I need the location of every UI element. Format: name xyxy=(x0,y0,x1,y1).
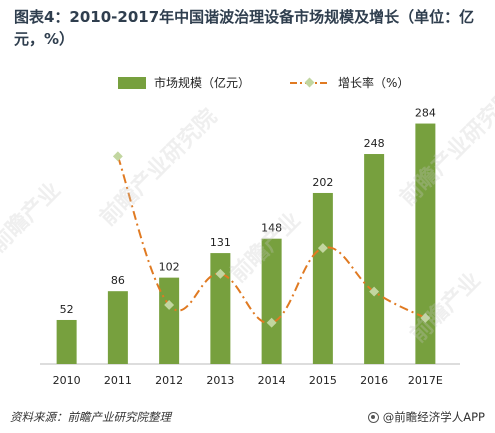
legend-bar-label: 市场规模（亿元） xyxy=(154,76,251,90)
growth-rate-point xyxy=(420,313,431,323)
x-tick-label: 2015 xyxy=(309,374,337,387)
data-label: 148 xyxy=(261,222,282,235)
legend-item-line: 增长率（%） xyxy=(290,74,409,91)
bar xyxy=(159,277,180,364)
x-tick-label: 2012 xyxy=(155,374,183,387)
legend-bar-swatch xyxy=(118,76,146,89)
brand-logo-icon xyxy=(367,411,379,423)
bar xyxy=(415,123,436,365)
growth-rate-point xyxy=(112,151,123,162)
legend-line-label: 增长率（%） xyxy=(338,76,410,90)
brand-label: @前瞻经济学人APP xyxy=(382,410,485,424)
bar xyxy=(107,291,128,364)
growth-rate-point xyxy=(215,268,226,279)
source-note: 资料来源：前瞻产业研究院整理 xyxy=(10,410,171,424)
growth-rate-point xyxy=(369,286,380,297)
data-label: 131 xyxy=(210,236,231,249)
growth-rate-point xyxy=(317,243,328,254)
x-tick-label: 2014 xyxy=(258,374,286,387)
brand-credit: @前瞻经济学人APP xyxy=(367,409,485,425)
bar xyxy=(312,192,333,364)
chart-title: 图表4：2010-2017年中国谐波治理设备市场规模及增长（单位：亿元，%） xyxy=(14,8,475,48)
bar xyxy=(261,238,282,364)
growth-rate-line xyxy=(116,156,426,324)
data-label: 248 xyxy=(364,137,385,150)
x-tick-label: 2017E xyxy=(408,374,443,387)
data-label: 86 xyxy=(111,274,125,287)
x-tick-label: 2011 xyxy=(104,374,132,387)
legend: 市场规模（亿元） 增长率（%） xyxy=(0,74,495,92)
growth-rate-point xyxy=(164,299,175,310)
legend-item-bar: 市场规模（亿元） xyxy=(118,74,250,91)
x-tick-label: 2010 xyxy=(53,374,81,387)
data-label: 284 xyxy=(415,107,436,120)
data-label: 202 xyxy=(312,176,333,189)
bar xyxy=(210,253,231,364)
data-label: 102 xyxy=(159,261,180,274)
data-label: 52 xyxy=(60,303,74,316)
growth-rate-point xyxy=(266,317,277,328)
x-tick-label: 2016 xyxy=(360,374,388,387)
bar xyxy=(56,319,77,364)
bar xyxy=(364,154,385,364)
x-tick-label: 2013 xyxy=(206,374,234,387)
legend-line-swatch xyxy=(290,77,330,89)
